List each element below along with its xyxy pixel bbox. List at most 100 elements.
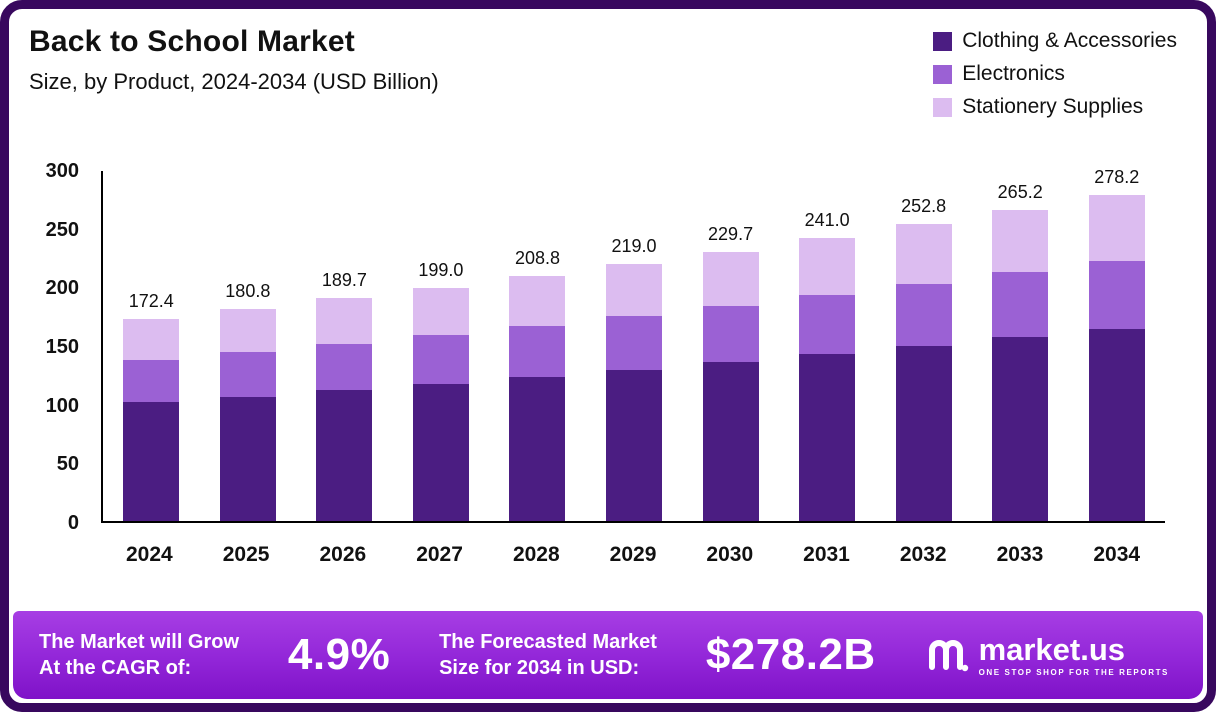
header: Back to School Market Size, by Product, … — [9, 9, 1207, 119]
x-axis-label: 2030 — [706, 543, 754, 566]
x-axis-label: 2031 — [803, 543, 850, 566]
marketus-logo-icon — [928, 640, 968, 672]
bar-segment-electronics — [992, 272, 1049, 338]
bar-total-label: 172.4 — [128, 290, 174, 311]
bar-segment-stationery-supplies — [895, 224, 952, 284]
bar-total-label: 265.2 — [997, 181, 1043, 202]
y-axis-tick: 200 — [45, 277, 79, 300]
x-axis-label: 2033 — [996, 543, 1044, 566]
bar-segment-stationery-supplies — [702, 251, 759, 306]
stats-banner: The Market will Grow At the CAGR of: 4.9… — [13, 611, 1203, 699]
bar-2031: 241.0 — [779, 171, 876, 521]
marketus-logo: market.us ONE STOP SHOP FOR THE REPORTS — [925, 631, 1169, 677]
y-axis-tick: 0 — [67, 512, 79, 534]
legend-label: Stationery Supplies — [962, 95, 1144, 118]
bar-stack — [123, 318, 180, 521]
cagr-value: 4.9% — [287, 630, 391, 679]
bar-segment-stationery-supplies — [509, 276, 566, 326]
x-axis-label: 2029 — [609, 543, 657, 566]
x-axis-label: 2026 — [319, 543, 367, 566]
bar-segment-clothing-accessories — [992, 337, 1049, 521]
bar-stack — [702, 251, 759, 521]
bar-segment-clothing-accessories — [316, 390, 373, 521]
x-axis-label: 2025 — [222, 543, 270, 566]
bar-total-label: 219.0 — [611, 236, 657, 257]
cagr-label-line1: The Market will Grow — [39, 631, 240, 653]
cagr-label-line2: At the CAGR of: — [39, 657, 192, 679]
y-axis-tick: 300 — [45, 160, 79, 182]
bar-stack — [799, 238, 856, 521]
forecast-label-line2: Size for 2034 in USD: — [439, 657, 640, 679]
bar-segment-stationery-supplies — [412, 287, 469, 336]
legend-swatch-electronics — [933, 64, 953, 84]
legend-label: Clothing & Accessories — [962, 29, 1177, 52]
bar-2026: 189.7 — [296, 171, 393, 521]
forecast-label: The Forecasted Market Size for 2034 in U… — [439, 629, 657, 681]
bar-segment-stationery-supplies — [606, 264, 662, 317]
bar-segment-clothing-accessories — [895, 346, 952, 521]
bar-total-label: 241.0 — [804, 210, 850, 231]
bar-segment-stationery-supplies — [219, 308, 276, 353]
bar-segment-electronics — [316, 343, 373, 391]
bar-segment-stationery-supplies — [992, 209, 1049, 273]
legend-swatch-clothing — [933, 31, 953, 51]
legend-label: Electronics — [962, 62, 1065, 85]
bar-total-label: 208.8 — [514, 248, 560, 269]
bar-segment-electronics — [1088, 260, 1145, 329]
x-axis: 2024 2025 2026 2027 2028 2029 2030 2031 2032 2033… — [101, 543, 1165, 567]
bar-segment-stationery-supplies — [123, 318, 180, 361]
forecast-label-line1: The Forecasted Market — [439, 631, 657, 653]
chart-legend: Clothing & Accessories Electronics Stati… — [933, 29, 1177, 119]
title-block: Back to School Market Size, by Product, … — [29, 25, 439, 95]
chart-region: 0 50 100 150 200 250 300 172.4 180.8 189.7 199.0 2… — [9, 119, 1207, 611]
bar-2029: 219.0 — [586, 171, 683, 521]
x-axis-label: 2027 — [416, 543, 463, 566]
y-axis: 0 50 100 150 200 250 300 — [9, 160, 93, 534]
bar-segment-electronics — [702, 305, 759, 363]
bar-segment-electronics — [219, 352, 276, 397]
bar-stack — [316, 298, 373, 521]
bar-total-label: 252.8 — [901, 196, 947, 217]
bar-segment-clothing-accessories — [412, 383, 469, 521]
bar-segment-clothing-accessories — [219, 396, 276, 521]
legend-swatch-stationery — [933, 97, 953, 117]
legend-item-clothing: Clothing & Accessories — [933, 29, 1177, 53]
y-axis-tick: 250 — [45, 218, 79, 241]
bar-stack — [219, 308, 276, 521]
bar-segment-clothing-accessories — [509, 376, 566, 521]
bar-segment-stationery-supplies — [799, 238, 856, 296]
bar-segment-electronics — [895, 283, 952, 347]
bars-container: 172.4 180.8 189.7 199.0 208.8 219.0 229.7 241.0… — [103, 167, 1165, 521]
x-axis-label: 2034 — [1093, 543, 1141, 566]
bar-stack — [1088, 194, 1145, 521]
brand-name: market.us — [978, 631, 1126, 667]
bar-segment-clothing-accessories — [606, 369, 662, 521]
forecast-value: $278.2B — [705, 630, 876, 679]
bar-total-label: 229.7 — [708, 223, 754, 244]
bar-segment-electronics — [123, 360, 180, 403]
bar-stack — [412, 287, 469, 521]
bar-segment-electronics — [412, 335, 469, 384]
legend-item-electronics: Electronics — [933, 62, 1177, 86]
bar-2027: 199.0 — [393, 171, 490, 521]
bar-segment-electronics — [799, 295, 856, 355]
x-axis-label: 2024 — [126, 543, 173, 566]
bar-2025: 180.8 — [200, 171, 297, 521]
bar-2030: 229.7 — [682, 171, 779, 521]
bar-stack — [895, 224, 952, 521]
bar-stack — [992, 209, 1049, 521]
bar-segment-clothing-accessories — [1088, 328, 1145, 521]
bar-segment-electronics — [606, 316, 662, 370]
bar-segment-stationery-supplies — [316, 298, 373, 344]
bar-segment-clothing-accessories — [702, 362, 759, 521]
cagr-label: The Market will Grow At the CAGR of: — [39, 629, 239, 681]
brand-text: market.us ONE STOP SHOP FOR THE REPORTS — [978, 631, 1169, 677]
legend-item-stationery: Stationery Supplies — [933, 95, 1177, 119]
bar-2024: 172.4 — [103, 171, 200, 521]
brand-tagline: ONE STOP SHOP FOR THE REPORTS — [978, 667, 1169, 677]
bar-stack — [509, 276, 566, 521]
bar-2032: 252.8 — [875, 171, 972, 521]
y-axis-tick: 100 — [45, 394, 79, 417]
bar-segment-stationery-supplies — [1088, 194, 1145, 261]
